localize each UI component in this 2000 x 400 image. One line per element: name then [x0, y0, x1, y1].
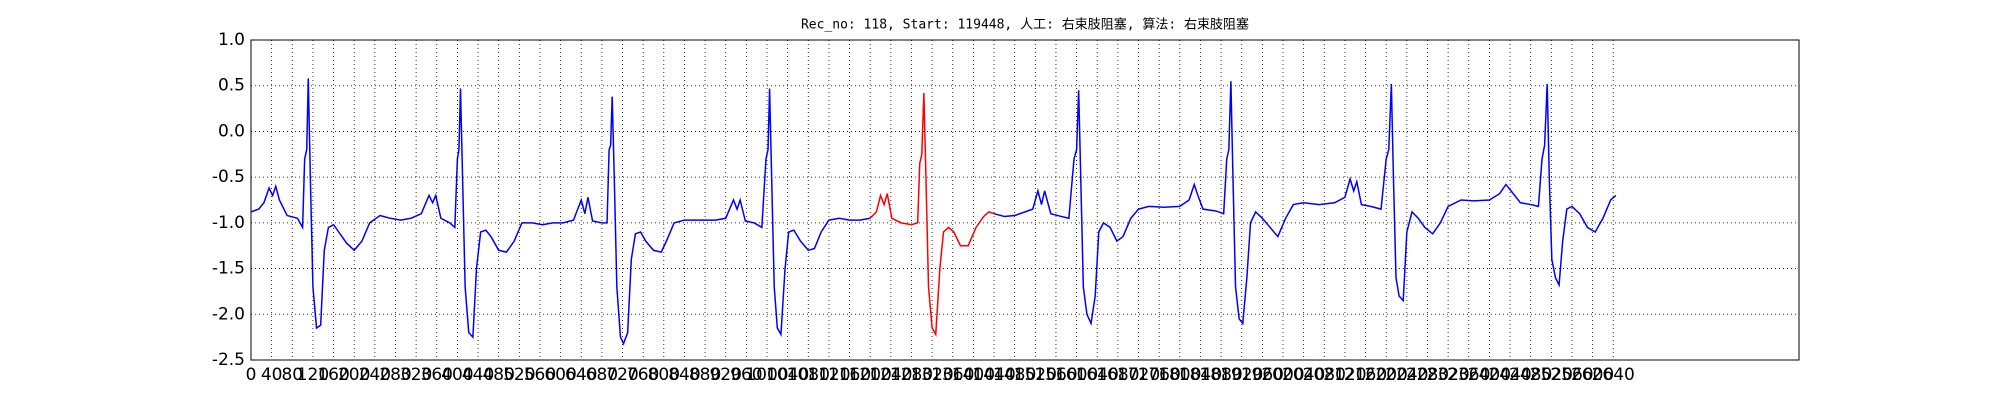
- x-tick-label: 1080: [787, 365, 830, 385]
- x-tick-label: 1800: [1158, 365, 1201, 385]
- x-tick-label: 400: [441, 365, 473, 385]
- x-tick-label: 2200: [1365, 365, 1408, 385]
- x-tick-label: 1880: [1199, 365, 1242, 385]
- x-tick-label: 240: [359, 365, 391, 385]
- y-tick-label: -1.0: [212, 213, 245, 233]
- x-tick-label: 1000: [745, 365, 788, 385]
- x-tick-label: 1040: [766, 365, 809, 385]
- x-tick-label: 640: [565, 365, 597, 385]
- x-tick-label: 800: [648, 365, 680, 385]
- x-tick-label: 2560: [1550, 365, 1593, 385]
- x-tick-label: 840: [668, 365, 700, 385]
- x-tick-label: 1680: [1096, 365, 1139, 385]
- x-tick-label: 760: [627, 365, 659, 385]
- x-tick-label: 1640: [1076, 365, 1119, 385]
- x-tick-label: 2360: [1447, 365, 1490, 385]
- x-tick-label: 1200: [849, 365, 892, 385]
- x-tick-label: 2640: [1592, 365, 1635, 385]
- x-tick-label: 1320: [910, 365, 953, 385]
- x-tick-label: 1760: [1138, 365, 1181, 385]
- x-tick-label: 1400: [952, 365, 995, 385]
- x-tick-label: 2520: [1530, 365, 1573, 385]
- chart-title: Rec_no: 118, Start: 119448, 人工: 右束肢阻塞, 算…: [801, 17, 1249, 33]
- x-tick-label: 440: [462, 365, 494, 385]
- x-tick-label: 2080: [1303, 365, 1346, 385]
- x-tick-label: 40: [261, 365, 283, 385]
- plot-frame: [250, 39, 1800, 361]
- x-tick-label: 160: [317, 365, 349, 385]
- ecg-line: [869, 93, 995, 337]
- x-tick-label: 2440: [1488, 365, 1531, 385]
- x-tick-label: 1160: [828, 365, 871, 385]
- x-tick-label: 0: [246, 365, 257, 385]
- x-tick-label: 680: [586, 365, 618, 385]
- x-tick-label: 1240: [869, 365, 912, 385]
- x-tick-label: 920: [709, 365, 741, 385]
- x-tick-label: 1440: [972, 365, 1015, 385]
- y-tick-label: -2.0: [212, 304, 245, 324]
- x-tick-label: 560: [524, 365, 556, 385]
- x-tick-label: 2480: [1509, 365, 1552, 385]
- x-tick-label: 200: [338, 365, 370, 385]
- x-tick-label: 1280: [890, 365, 933, 385]
- x-tick-label: 2040: [1282, 365, 1325, 385]
- y-tick-label: -1.5: [212, 259, 245, 279]
- x-tick-label: 280: [379, 365, 411, 385]
- x-tick-label: 1360: [931, 365, 974, 385]
- y-tick-label: -2.5: [212, 350, 245, 370]
- y-tick-label: 0.5: [218, 76, 245, 96]
- x-tick-label: 80: [281, 365, 303, 385]
- ecg-line: [250, 78, 871, 346]
- x-tick-label: 1600: [1055, 365, 1098, 385]
- ecg-line: [993, 81, 1617, 327]
- x-tick-label: 1920: [1220, 365, 1263, 385]
- x-tick-label: 2120: [1323, 365, 1366, 385]
- x-tick-label: 1480: [993, 365, 1036, 385]
- x-tick-label: 600: [544, 365, 576, 385]
- x-tick-label: 1120: [807, 365, 850, 385]
- x-tick-label: 2320: [1426, 365, 1469, 385]
- x-tick-label: 2240: [1385, 365, 1428, 385]
- x-tick-label: 1520: [1014, 365, 1057, 385]
- x-tick-label: 480: [482, 365, 514, 385]
- x-tick-label: 520: [503, 365, 535, 385]
- x-tick-label: 2280: [1406, 365, 1449, 385]
- x-tick-label: 2600: [1571, 365, 1614, 385]
- x-tick-label: 120: [297, 365, 329, 385]
- x-tick-label: 2160: [1344, 365, 1387, 385]
- x-tick-label: 360: [421, 365, 453, 385]
- y-tick-label: 1.0: [218, 30, 245, 50]
- y-tick-label: -0.5: [212, 167, 245, 187]
- x-tick-label: 320: [400, 365, 432, 385]
- x-tick-label: 1960: [1241, 365, 1284, 385]
- x-tick-label: 1560: [1034, 365, 1077, 385]
- x-tick-label: 1720: [1117, 365, 1160, 385]
- x-tick-label: 2000: [1261, 365, 1304, 385]
- x-tick-label: 720: [606, 365, 638, 385]
- x-tick-label: 880: [689, 365, 721, 385]
- x-tick-label: 1840: [1179, 365, 1222, 385]
- x-tick-label: 960: [730, 365, 762, 385]
- x-tick-label: 2400: [1468, 365, 1511, 385]
- y-tick-label: 0.0: [218, 121, 245, 141]
